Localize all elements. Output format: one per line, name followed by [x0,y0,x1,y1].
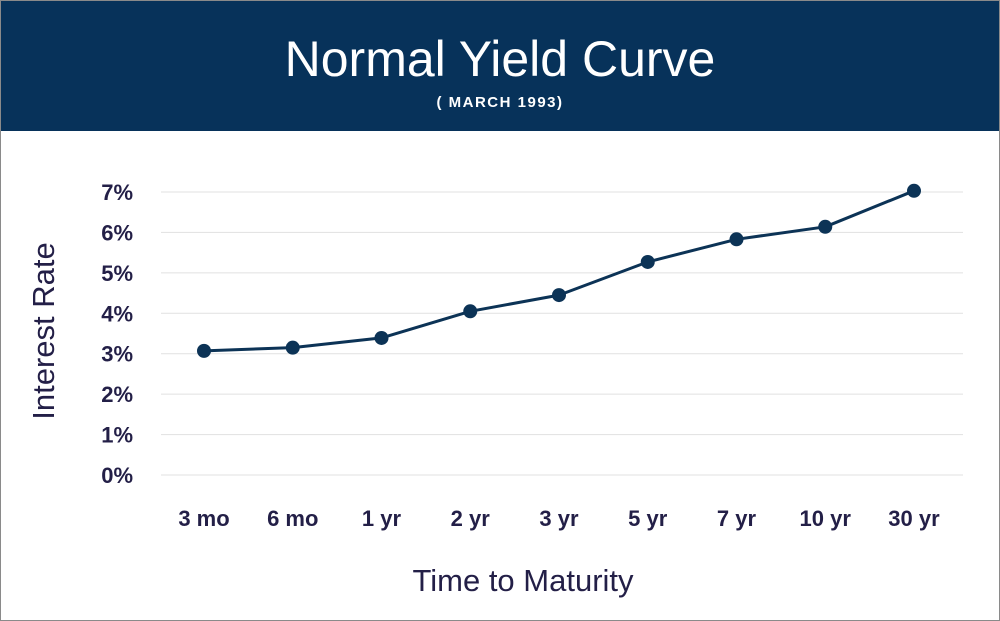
data-point [552,288,566,303]
y-tick-label: 2% [101,382,133,407]
x-tick-label: 30 yr [888,506,940,531]
y-axis-label: Interest Rate [26,242,61,419]
data-point [197,343,211,358]
x-tick-label: 6 mo [267,506,318,531]
y-tick-label: 6% [101,220,133,245]
grid-lines [161,191,963,476]
y-tick-label: 1% [101,423,133,448]
yield-line [203,189,915,353]
data-point [907,183,921,198]
x-tick-label: 5 yr [628,506,668,531]
y-tick-label: 3% [101,342,133,367]
x-tick-label: 3 yr [539,506,579,531]
data-points [197,183,921,358]
data-point [818,219,833,234]
data-point [463,304,478,319]
data-point [729,232,744,247]
y-tick-label: 5% [101,261,133,286]
y-tick-label: 7% [101,180,133,205]
title-banner: Normal Yield Curve ( MARCH 1993) [1,1,999,131]
y-axis-ticks: 0% 1% 2% 3% 4% 5% 6% 7% [101,180,133,488]
x-tick-label: 10 yr [800,506,852,531]
chart-subtitle: ( MARCH 1993) [436,94,564,111]
y-tick-label: 4% [101,301,133,326]
data-point [374,330,389,345]
x-tick-label: 7 yr [717,506,757,531]
data-point [640,254,655,269]
x-tick-label: 3 mo [178,506,229,531]
x-tick-label: 2 yr [451,506,491,531]
y-tick-label: 0% [101,463,133,488]
x-tick-label: 1 yr [362,506,402,531]
x-axis-ticks: 3 mo 6 mo 1 yr 2 yr 3 yr 5 yr 7 yr 10 yr 30 yr [178,506,940,531]
x-axis-label: Time to Maturity [412,563,634,598]
chart-title: Normal Yield Curve [284,31,716,87]
yield-curve-chart: 0% 1% 2% 3% 4% 5% 6% 7% 3 mo 6 mo 1 yr 2 yr 3 yr 5 y… [26,180,963,598]
data-point [285,340,300,355]
